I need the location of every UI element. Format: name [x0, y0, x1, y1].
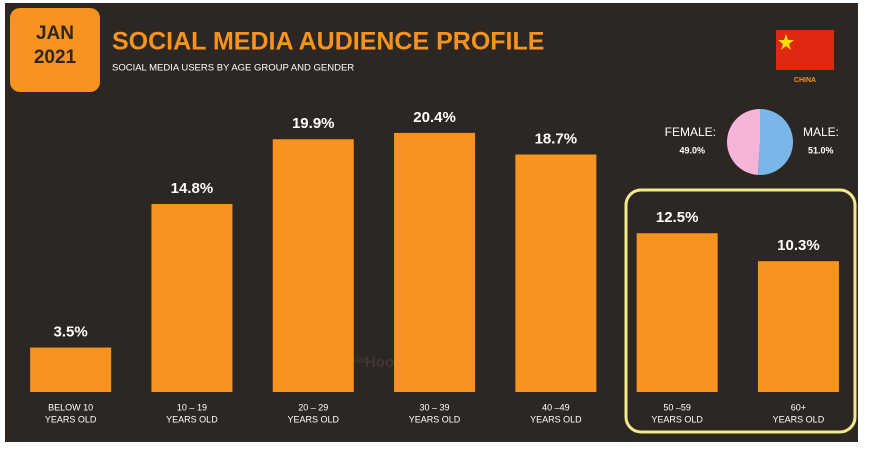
x-tick-label: BELOW 10 — [48, 402, 93, 412]
x-tick-label: 20 – 29 — [298, 402, 328, 412]
value-label: 49.0% — [679, 145, 705, 155]
badge-year: 2021 — [34, 47, 77, 68]
flag — [776, 30, 834, 70]
country-label: CHINA — [794, 77, 816, 84]
pie-slice — [727, 109, 760, 175]
x-tick-label: YEARS OLD — [287, 414, 339, 424]
x-tick-label: 10 – 19 — [177, 402, 207, 412]
x-tick-label: 60+ — [791, 402, 806, 412]
badge-month: JAN — [36, 23, 74, 44]
highlight-box — [624, 188, 857, 434]
bar — [515, 154, 597, 392]
x-tick-label: 50 –59 — [663, 402, 691, 412]
x-tick-label: YEARS OLD — [773, 414, 825, 424]
x-tick-label: YEARS OLD — [45, 414, 97, 424]
value-label: 12.5% — [656, 209, 699, 226]
x-tick-label: YEARS OLD — [409, 414, 461, 424]
pie-slice — [757, 109, 794, 176]
x-tick-label: 40 –49 — [542, 402, 570, 412]
x-tick-label: YEARS OLD — [166, 414, 218, 424]
bar — [272, 139, 354, 392]
value-label: 14.8% — [171, 180, 214, 197]
legend-label: FEMALE: — [665, 125, 716, 139]
value-label: 10.3% — [777, 237, 820, 254]
bar — [757, 261, 839, 392]
x-tick-label: 30 – 39 — [420, 402, 450, 412]
x-tick-label: YEARS OLD — [651, 414, 703, 424]
bar — [30, 347, 112, 392]
flag-star — [778, 34, 794, 50]
bar — [151, 204, 233, 392]
value-label: 3.5% — [54, 324, 88, 341]
chart-subtitle: SOCIAL MEDIA USERS BY AGE GROUP AND GEND… — [112, 63, 354, 74]
chart-title: SOCIAL MEDIA AUDIENCE PROFILE — [112, 28, 544, 56]
value-label: 18.7% — [535, 130, 578, 147]
date-badge — [10, 8, 100, 92]
bar — [636, 233, 718, 392]
bar — [394, 132, 476, 393]
value-label: 20.4% — [413, 109, 456, 126]
value-label: 19.9% — [292, 115, 335, 132]
legend-label: MALE: — [803, 125, 839, 139]
value-label: 51.0% — [808, 145, 834, 155]
x-tick-label: YEARS OLD — [530, 414, 582, 424]
